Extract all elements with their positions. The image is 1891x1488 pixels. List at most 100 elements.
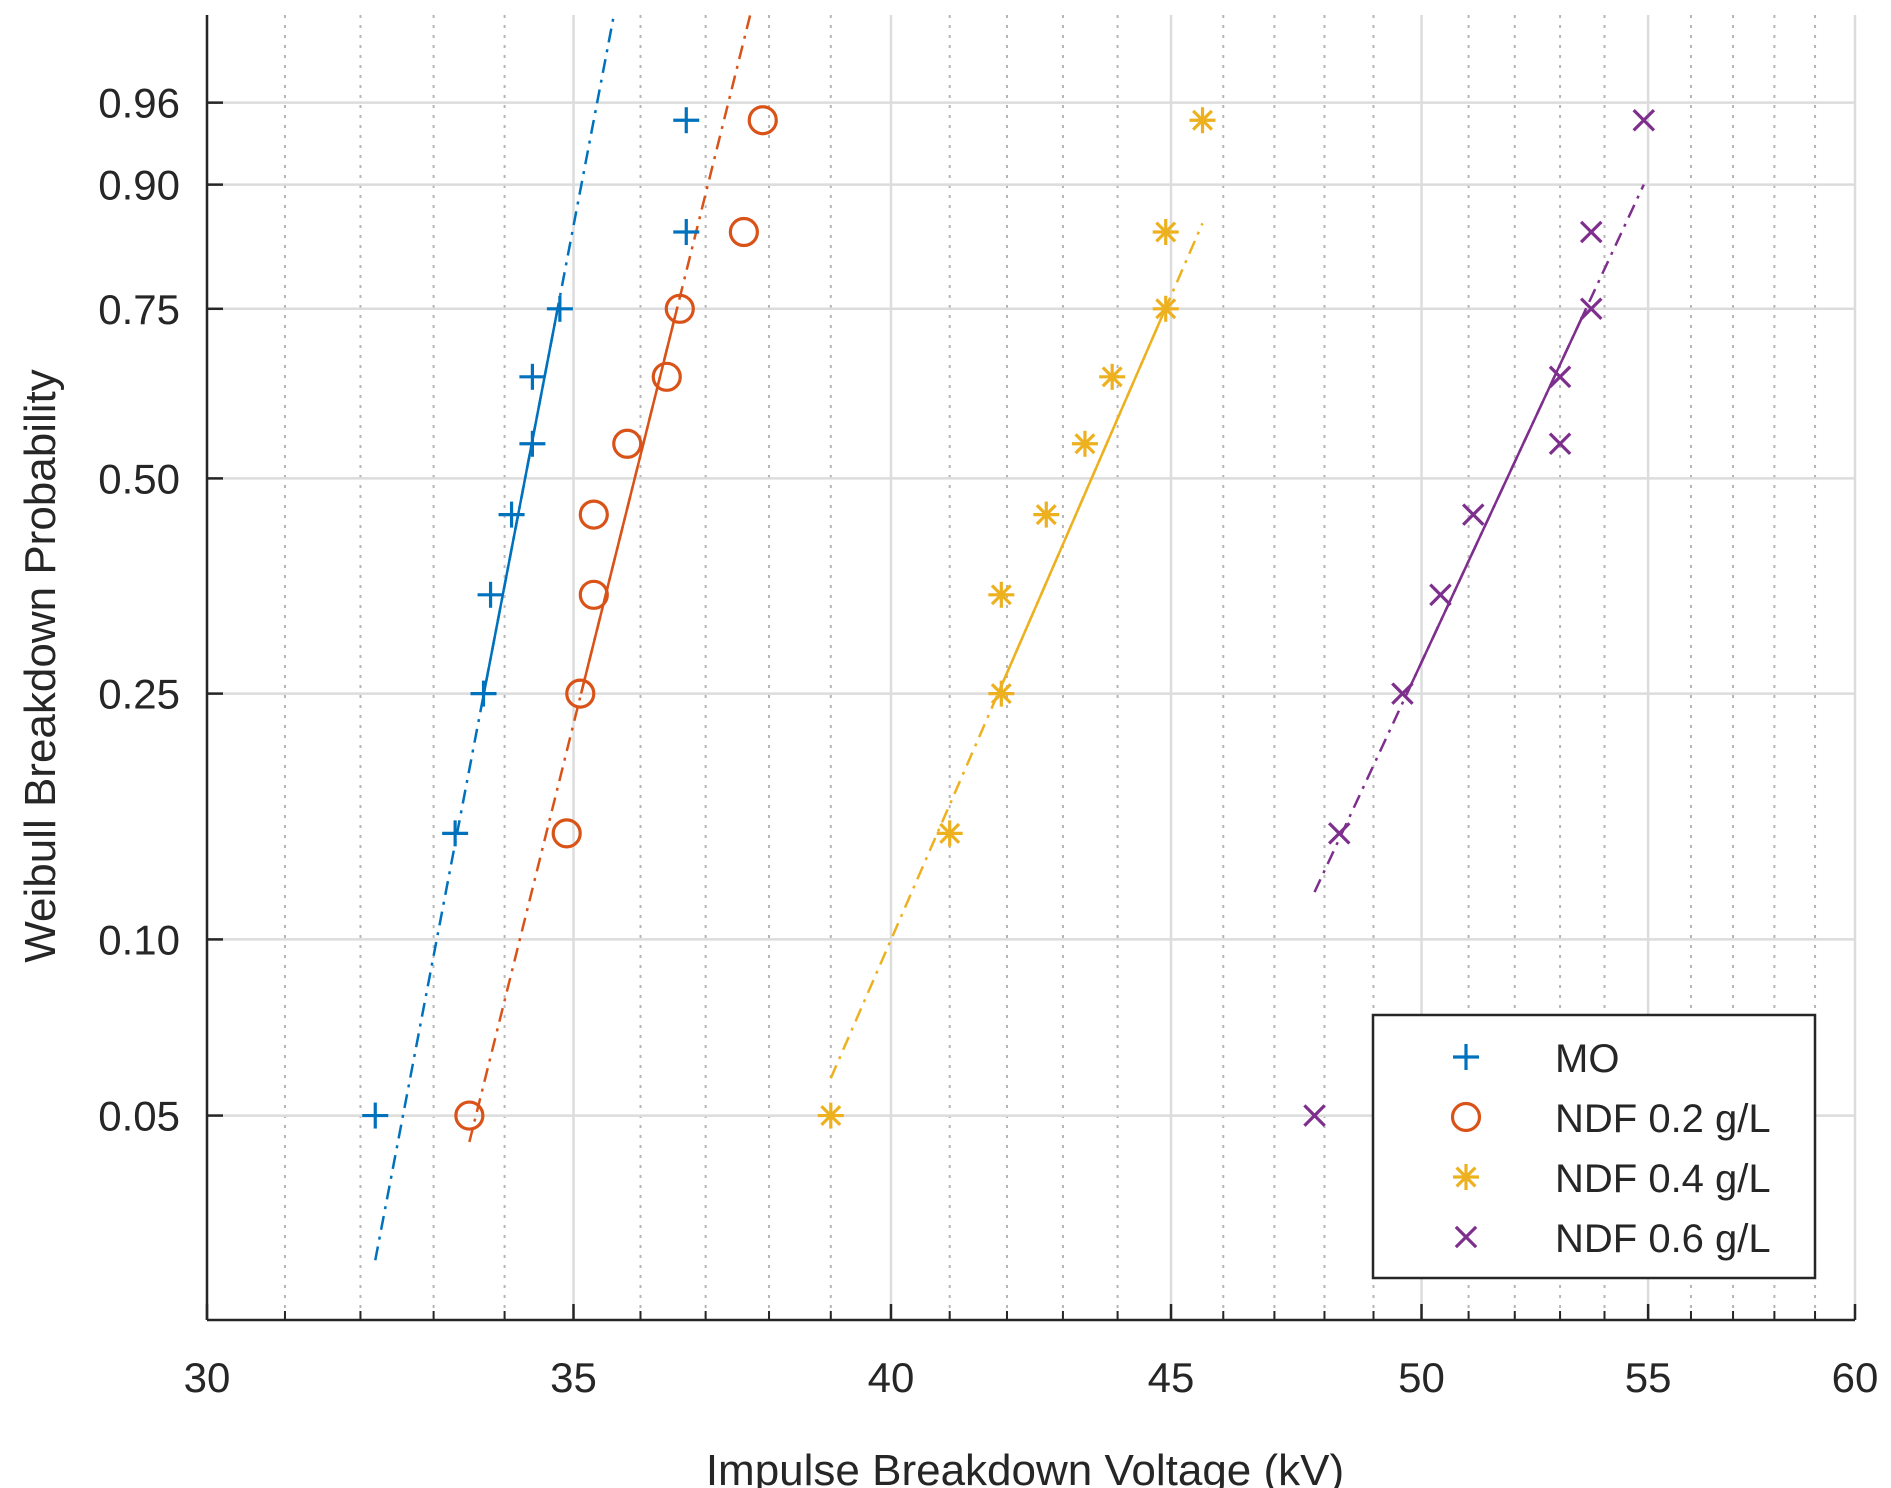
marker-stroke xyxy=(1101,366,1123,388)
legend-label: NDF 0.4 g/L xyxy=(1555,1157,1771,1201)
data-point xyxy=(1099,363,1126,390)
marker-stroke xyxy=(1548,365,1572,389)
data-point xyxy=(1303,1104,1326,1127)
marker-stroke xyxy=(664,293,695,324)
marker-stroke xyxy=(1391,682,1414,705)
data-point xyxy=(1328,822,1351,845)
data-point xyxy=(1632,108,1656,132)
x-tick-label: 50 xyxy=(1398,1354,1445,1401)
marker-stroke xyxy=(1548,432,1572,456)
data-point xyxy=(1579,220,1603,244)
fit-line-solid xyxy=(482,308,559,694)
legend-label: NDF 0.2 g/L xyxy=(1555,1097,1771,1141)
marker-stroke xyxy=(820,1105,842,1127)
x-tick-label: 45 xyxy=(1148,1354,1195,1401)
x-tick-label: 35 xyxy=(550,1354,597,1401)
marker-stroke xyxy=(1455,1166,1477,1188)
marker-stroke xyxy=(1450,1101,1482,1133)
x-tick-label: 30 xyxy=(184,1354,231,1401)
marker-stroke xyxy=(1429,583,1452,607)
marker-stroke xyxy=(1632,108,1656,132)
legend-marker xyxy=(1453,1044,1479,1070)
marker-stroke xyxy=(728,216,759,248)
marker-stroke xyxy=(578,579,609,610)
fit-line-solid xyxy=(579,308,679,694)
data-point xyxy=(612,428,643,459)
data-point xyxy=(565,678,596,709)
data-point xyxy=(551,818,582,849)
x-tick-label: 40 xyxy=(868,1354,915,1401)
y-tick-label: 0.90 xyxy=(98,162,180,209)
data-point xyxy=(362,1102,389,1129)
marker-stroke xyxy=(1074,433,1096,455)
data-point xyxy=(1579,297,1603,321)
data-point xyxy=(578,579,609,610)
legend-marker xyxy=(1454,1225,1478,1249)
data-point xyxy=(728,216,759,248)
data-point xyxy=(477,581,504,608)
axes: 30 35 40 45 50 55 60 0.05 0.10 0.25 0.50 0.75 0.90 0.… xyxy=(98,15,1878,1401)
y-tick-label: 0.10 xyxy=(98,916,180,963)
data-point xyxy=(442,820,469,847)
marker-stroke xyxy=(1328,822,1351,845)
data-point xyxy=(1429,583,1452,607)
data-point xyxy=(1152,219,1179,246)
y-tick-label: 0.05 xyxy=(98,1093,180,1140)
y-tick-label: 0.75 xyxy=(98,286,180,333)
marker-stroke xyxy=(747,105,778,136)
data-point xyxy=(519,363,546,390)
marker-stroke xyxy=(551,818,582,849)
legend: MO NDF 0.2 g/L NDF 0.4 g/L NDF 0.6 g/L xyxy=(1371,1013,1817,1280)
marker-stroke xyxy=(565,678,596,709)
x-tick-label: 60 xyxy=(1832,1354,1879,1401)
data-point xyxy=(1152,295,1179,322)
data-point xyxy=(454,1100,485,1131)
marker-stroke xyxy=(1303,1104,1326,1127)
data-point xyxy=(546,295,573,322)
marker-stroke xyxy=(939,822,961,844)
marker-stroke xyxy=(454,1100,485,1131)
legend-marker xyxy=(1453,1164,1479,1190)
data-point xyxy=(1189,107,1216,134)
y-tick-label: 0.96 xyxy=(98,80,180,127)
data-point xyxy=(1391,682,1414,705)
marker-stroke xyxy=(1461,503,1485,526)
data-point xyxy=(988,581,1015,608)
legend-label: MO xyxy=(1555,1037,1619,1081)
data-markers xyxy=(362,105,1656,1131)
data-point xyxy=(498,501,525,528)
marker-stroke xyxy=(1035,504,1057,526)
y-tick-label: 0.25 xyxy=(98,671,180,718)
fit-line-solid xyxy=(996,308,1167,695)
marker-stroke xyxy=(1579,297,1603,321)
x-tick-label: 55 xyxy=(1625,1354,1672,1401)
marker-stroke xyxy=(578,499,609,530)
marker-stroke xyxy=(1155,298,1177,320)
marker-stroke xyxy=(990,683,1012,705)
marker-stroke xyxy=(1155,221,1177,243)
y-tick-label: 0.50 xyxy=(98,455,180,502)
data-point xyxy=(1033,501,1060,528)
data-point xyxy=(673,107,700,134)
marker-stroke xyxy=(1192,109,1214,131)
data-point xyxy=(578,499,609,530)
data-point xyxy=(1548,365,1572,389)
data-point xyxy=(651,361,682,392)
y-axis-label: Weibull Breakdown Probability xyxy=(16,369,65,962)
marker-stroke xyxy=(1579,220,1603,244)
data-point xyxy=(988,680,1015,707)
marker-stroke xyxy=(1454,1225,1478,1249)
x-axis-label: Impulse Breakdown Voltage (kV) xyxy=(706,1446,1344,1488)
data-point xyxy=(673,219,700,246)
legend-marker xyxy=(1450,1101,1482,1133)
data-point xyxy=(1548,432,1572,456)
data-point xyxy=(747,105,778,136)
data-point xyxy=(1071,430,1098,457)
legend-label: NDF 0.6 g/L xyxy=(1555,1217,1771,1261)
data-point xyxy=(470,680,497,707)
legend-box xyxy=(1371,1013,1817,1280)
marker-stroke xyxy=(990,584,1012,606)
data-point xyxy=(936,820,963,847)
data-point xyxy=(817,1102,844,1129)
